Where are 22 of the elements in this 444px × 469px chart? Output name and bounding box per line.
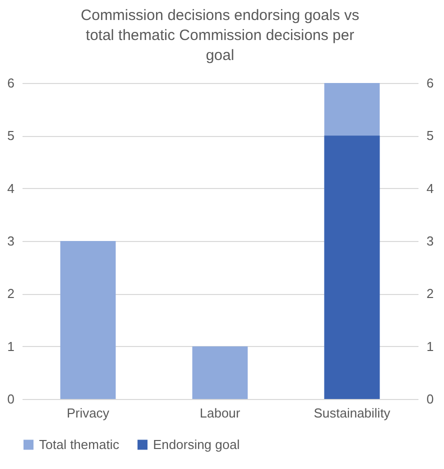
y2-tick-label: 3 [426, 234, 434, 248]
y2-tick-label: 0 [426, 392, 434, 406]
y-tick-label: 0 [7, 392, 14, 406]
y-tick-label: 1 [7, 338, 14, 354]
y2-tick-label: 6 [426, 76, 434, 90]
legend-label: Endorsing goal [153, 436, 240, 452]
y2-tick-label: 4 [426, 180, 434, 196]
y-tick-label: 4 [7, 180, 14, 196]
x-tick-label: Privacy [66, 406, 110, 420]
bar [192, 346, 248, 399]
y-tick-label: 6 [7, 76, 14, 90]
y2-tick-label: 5 [426, 128, 434, 144]
y2-tick-label: 2 [426, 286, 434, 302]
x-tick-label: Labour [200, 406, 241, 420]
y-tick-label: 5 [7, 128, 14, 144]
bar [60, 241, 116, 399]
chart-title: Commission decisions endorsing goals vs total thematic Commission decisions per goal [80, 7, 360, 64]
y2-tick-label: 1 [426, 338, 434, 354]
y-tick-label: 3 [7, 234, 14, 248]
y-tick-label: 2 [7, 286, 14, 302]
legend-label: Total thematic [39, 436, 120, 452]
x-tick-label: Sustainability [314, 406, 391, 420]
